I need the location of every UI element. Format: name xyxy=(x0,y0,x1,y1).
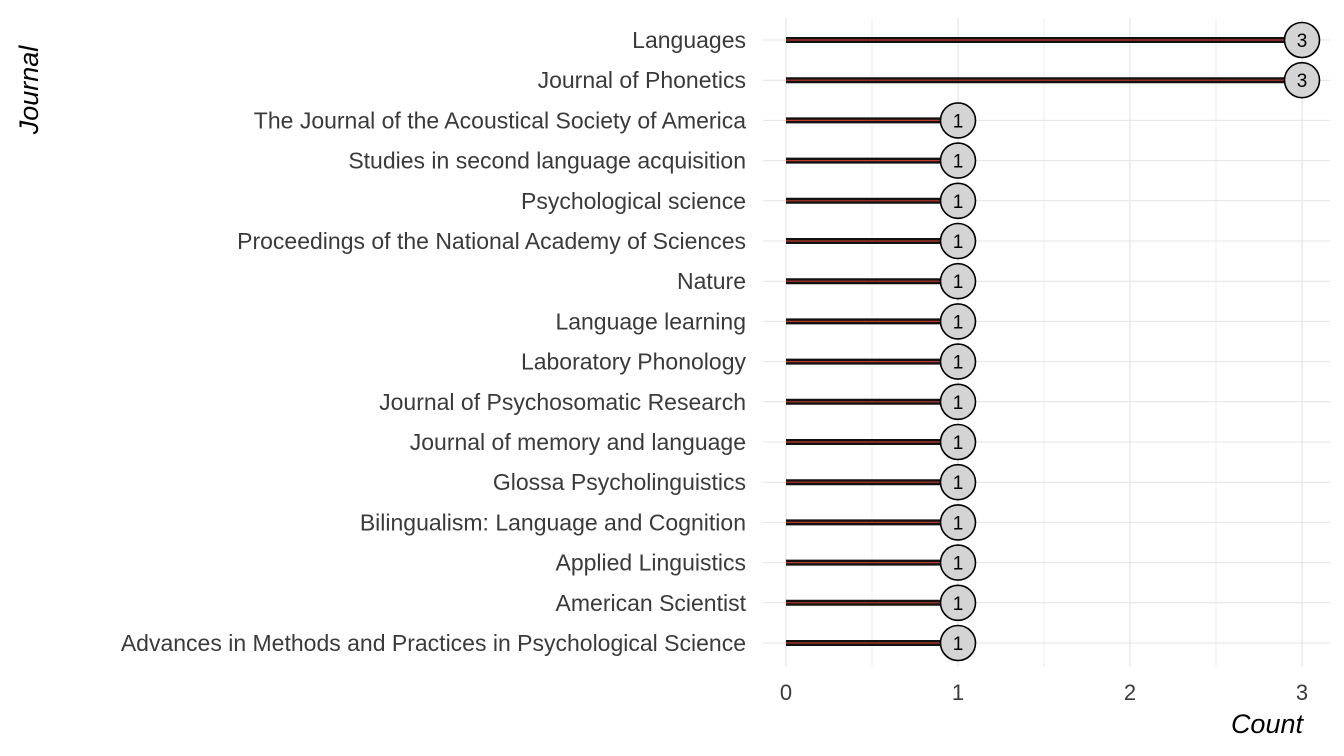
point-value-label: 3 xyxy=(1297,31,1308,52)
category-label: Nature xyxy=(677,268,746,294)
category-label: Studies in second language acquisition xyxy=(348,148,746,174)
lollipop-point xyxy=(939,544,977,581)
point-value-label: 1 xyxy=(953,433,964,454)
point-value-label: 1 xyxy=(953,111,964,132)
lollipop-point xyxy=(939,584,977,622)
category-label: The Journal of the Acoustical Society of… xyxy=(254,107,746,133)
category-label: Laboratory Phonology xyxy=(521,349,747,375)
point-value-label: 1 xyxy=(953,232,964,253)
x-tick-label: 2 xyxy=(1124,680,1136,705)
lollipop-point xyxy=(939,182,977,220)
category-label: Psychological science xyxy=(521,188,746,214)
category-label: Journal of Psychosomatic Research xyxy=(379,389,746,415)
lollipop-point xyxy=(939,624,977,662)
point-value-label: 1 xyxy=(953,513,964,534)
category-label: Proceedings of the National Academy of S… xyxy=(237,228,746,254)
point-value-label: 3 xyxy=(1297,71,1308,92)
category-label: Journal of memory and language xyxy=(410,429,746,455)
category-labels: Languages Journal of Phonetics The Journal… xyxy=(121,27,747,656)
category-label: Bilingualism: Language and Cognition xyxy=(360,509,746,535)
point-value-label: 1 xyxy=(953,272,964,293)
y-axis-title: Journal xyxy=(14,45,44,136)
lollipop-point xyxy=(1283,21,1321,59)
x-tick-label: 3 xyxy=(1296,680,1308,705)
lollipop-point xyxy=(939,303,977,340)
point-value-label: 1 xyxy=(953,312,964,333)
grid-lines xyxy=(763,18,1330,667)
lollipop-points: 3 3 1 1 1 1 1 1 1 1 1 1 1 1 1 1 xyxy=(939,21,1321,662)
lollipop-point xyxy=(939,222,977,260)
lollipop-point xyxy=(939,262,977,300)
lollipop-point xyxy=(939,504,977,541)
lollipop-point xyxy=(939,343,977,380)
point-value-label: 1 xyxy=(953,554,964,575)
x-axis-title: Count xyxy=(1231,709,1305,739)
lollipop-point xyxy=(939,463,977,501)
category-label: Language learning xyxy=(555,308,746,334)
category-label: Applied Linguistics xyxy=(555,550,746,576)
lollipop-point xyxy=(939,142,977,179)
point-value-label: 1 xyxy=(953,192,964,213)
point-value-label: 1 xyxy=(953,353,964,374)
lollipop-point xyxy=(939,383,977,421)
category-label: Journal of Phonetics xyxy=(538,67,746,93)
category-label: American Scientist xyxy=(556,590,747,616)
point-value-label: 1 xyxy=(953,473,964,494)
category-label: Languages xyxy=(632,27,746,53)
category-label: Glossa Psycholinguistics xyxy=(493,469,746,495)
point-value-label: 1 xyxy=(953,634,964,655)
lollipop-stems xyxy=(786,37,1302,646)
x-tick-label: 0 xyxy=(780,680,792,705)
x-tick-label: 1 xyxy=(952,680,964,705)
category-label: Advances in Methods and Practices in Psy… xyxy=(121,630,746,656)
point-value-label: 1 xyxy=(953,152,964,173)
point-value-label: 1 xyxy=(953,393,964,414)
lollipop-point xyxy=(1283,61,1321,99)
lollipop-point xyxy=(939,102,977,139)
point-value-label: 1 xyxy=(953,594,964,615)
x-axis-ticks: 0 1 2 3 xyxy=(780,680,1308,705)
lollipop-point xyxy=(939,423,977,461)
